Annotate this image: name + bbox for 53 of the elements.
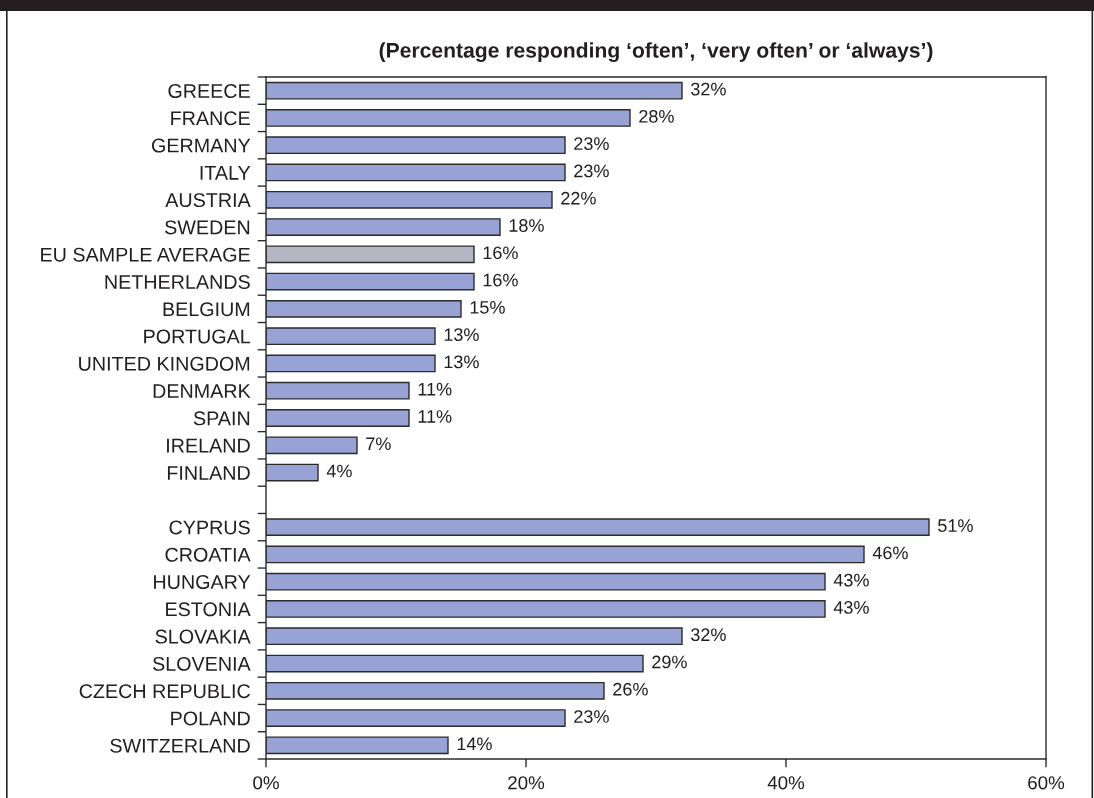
y-tick-label: ITALY	[200, 166, 251, 180]
data-label: 29%	[652, 655, 687, 669]
y-tick-label: SWITZERLAND	[110, 738, 250, 753]
y-tick-label: POLAND	[171, 711, 250, 726]
y-tick-label: BELGIUM	[163, 302, 250, 317]
y-tick-label: IRELAND	[167, 438, 250, 453]
y-tick-label: FRANCE	[171, 111, 250, 126]
x-tick-label: 40%	[767, 776, 805, 790]
y-tick-label: CZECH REPUBLIC	[79, 684, 250, 699]
data-label: 16%	[483, 273, 518, 287]
data-label: 13%	[444, 328, 479, 342]
y-tick-label: FINLAND	[167, 466, 250, 480]
data-label: 28%	[639, 109, 674, 123]
y-tick-label: SWEDEN	[165, 220, 250, 235]
data-label: 22%	[561, 191, 596, 205]
data-label: 32%	[691, 628, 726, 642]
data-label: 13%	[444, 355, 479, 369]
chart-title: (Percentage responding ‘often’, ‘very often’ or ‘always’)	[379, 42, 933, 63]
data-label: 23%	[574, 710, 609, 723]
data-label: 43%	[833, 601, 869, 614]
y-tick-label: PORTUGAL	[144, 329, 251, 344]
data-label: 14%	[457, 737, 492, 751]
y-tick-label: EU SAMPLE AVERAGE	[41, 247, 250, 262]
data-label: 46%	[872, 546, 908, 560]
data-label: 4%	[326, 464, 352, 478]
y-tick-label: CROATIA	[165, 547, 251, 562]
data-label: 11%	[418, 410, 452, 423]
data-label: 7%	[366, 437, 391, 451]
y-tick-label: SPAIN	[193, 411, 250, 426]
data-label: 18%	[509, 219, 544, 232]
y-tick-label: AUSTRIA	[165, 193, 251, 208]
y-tick-label: ESTONIA	[166, 602, 251, 617]
data-label: 15%	[470, 301, 505, 314]
data-label: 32%	[691, 82, 726, 96]
y-tick-label: UNITED KINGDOM	[79, 356, 250, 371]
data-label: 23%	[574, 164, 609, 178]
x-tick-label: 0%	[253, 776, 279, 790]
y-tick-label: NETHERLANDS	[105, 274, 250, 289]
y-tick-label: GERMANY	[151, 138, 251, 153]
data-label: 23%	[574, 137, 609, 151]
y-tick-label: CYPRUS	[169, 520, 250, 535]
x-tick-label: 60%	[1028, 776, 1065, 790]
data-label: 16%	[483, 246, 518, 260]
data-label: 11%	[418, 382, 452, 396]
x-tick-label: 20%	[508, 776, 545, 790]
y-tick-label: GREECE	[168, 84, 250, 98]
data-label: 51%	[938, 519, 973, 532]
data-label: 26%	[613, 682, 648, 696]
y-tick-label: SLOVAKIA	[155, 629, 251, 644]
y-tick-label: SLOVENIA	[152, 656, 251, 671]
data-label: 43%	[833, 573, 869, 587]
y-tick-label: HUNGARY	[154, 575, 251, 590]
y-tick-label: DENMARK	[153, 384, 251, 398]
